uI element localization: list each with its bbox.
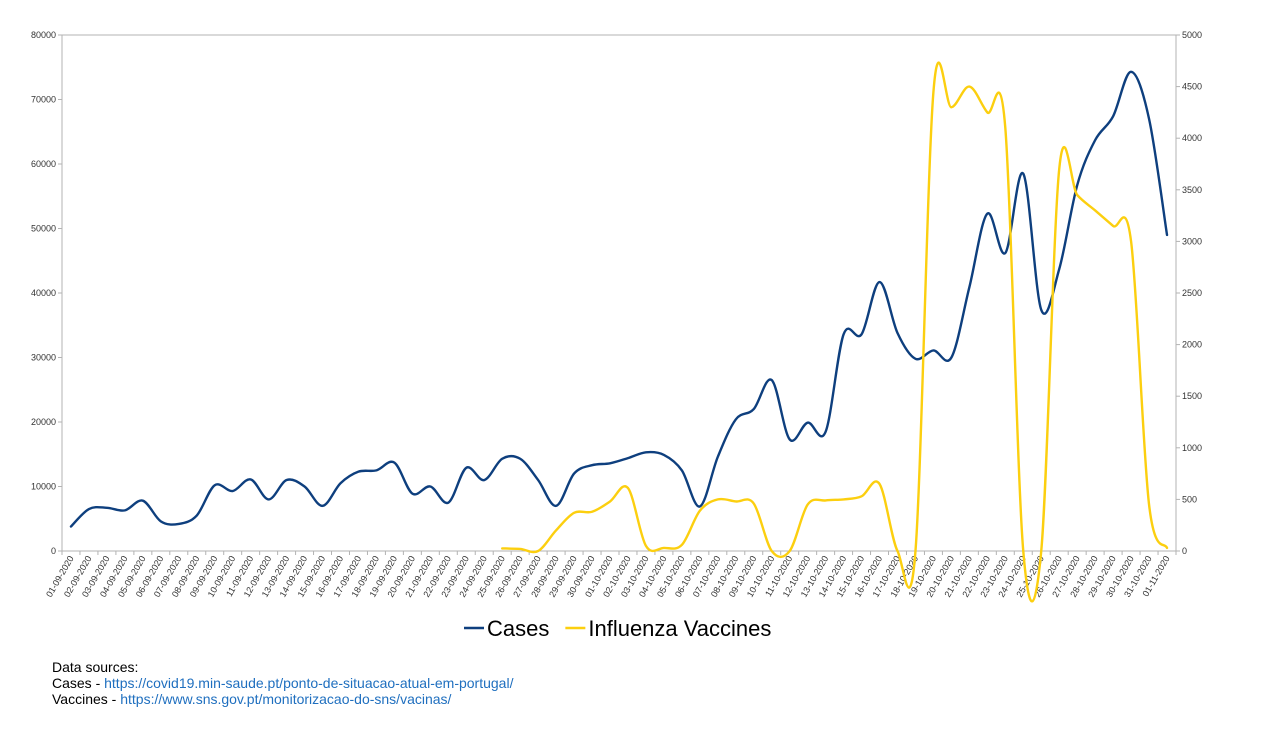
left-y-tick-label: 20000 [31, 417, 56, 427]
left-y-tick-label: 10000 [31, 482, 56, 492]
sources-heading: Data sources: [52, 659, 139, 675]
right-y-tick-label: 1500 [1182, 391, 1202, 401]
x-axis: 01-09-202002-09-202003-09-202004-09-2020… [44, 551, 1177, 599]
left-y-tick-label: 40000 [31, 288, 56, 298]
legend-item: Influenza Vaccines [565, 616, 771, 641]
left-y-tick-label: 50000 [31, 224, 56, 234]
cases-source-link[interactable]: https://covid19.min-saude.pt/ponto-de-si… [104, 675, 514, 691]
series-influenza-vaccines [501, 61, 1169, 603]
right-y-tick-label: 4000 [1182, 133, 1202, 143]
left-y-axis: 0 10000 20000 30000 40000 50000 60000 70000 8000… [31, 30, 62, 556]
legend-label: Cases [487, 616, 549, 641]
series-line [501, 61, 1169, 603]
cases-source-label: Cases - [52, 675, 105, 691]
vaccines-source-label: Vaccines - [52, 691, 121, 707]
legend-item: Cases [464, 616, 549, 641]
series-cases [69, 70, 1169, 528]
left-y-tick-label: 60000 [31, 159, 56, 169]
left-y-tick-label: 70000 [31, 95, 56, 105]
right-y-tick-label: 2500 [1182, 288, 1202, 298]
right-y-tick-label: 1000 [1182, 443, 1202, 453]
series-layer [69, 61, 1169, 603]
left-y-tick-label: 0 [51, 546, 56, 556]
vaccines-source-line: Vaccines - https://www.sns.gov.pt/monito… [52, 691, 513, 707]
right-y-axis: 0 500 1000 1500 2000 2500 3000 3500 4000 4500 5000 [1176, 30, 1202, 556]
plot-area-frame [61, 34, 1177, 552]
right-y-tick-label: 4500 [1182, 82, 1202, 92]
left-y-tick-label: 80000 [31, 30, 56, 40]
legend-label: Influenza Vaccines [588, 616, 771, 641]
cases-source-line: Cases - https://covid19.min-saude.pt/pon… [52, 675, 513, 691]
right-y-tick-label: 3500 [1182, 185, 1202, 195]
right-y-tick-label: 5000 [1182, 30, 1202, 40]
series-line [69, 70, 1169, 528]
data-sources: Data sources: Cases - https://covid19.mi… [52, 659, 513, 707]
left-y-tick-label: 30000 [31, 353, 56, 363]
legend: Cases Influenza Vaccines [464, 616, 771, 641]
right-y-tick-label: 0 [1182, 546, 1187, 556]
right-y-tick-label: 3000 [1182, 236, 1202, 246]
right-y-tick-label: 2000 [1182, 340, 1202, 350]
vaccines-source-link[interactable]: https://www.sns.gov.pt/monitorizacao-do-… [120, 691, 452, 707]
right-y-tick-label: 500 [1182, 494, 1197, 504]
